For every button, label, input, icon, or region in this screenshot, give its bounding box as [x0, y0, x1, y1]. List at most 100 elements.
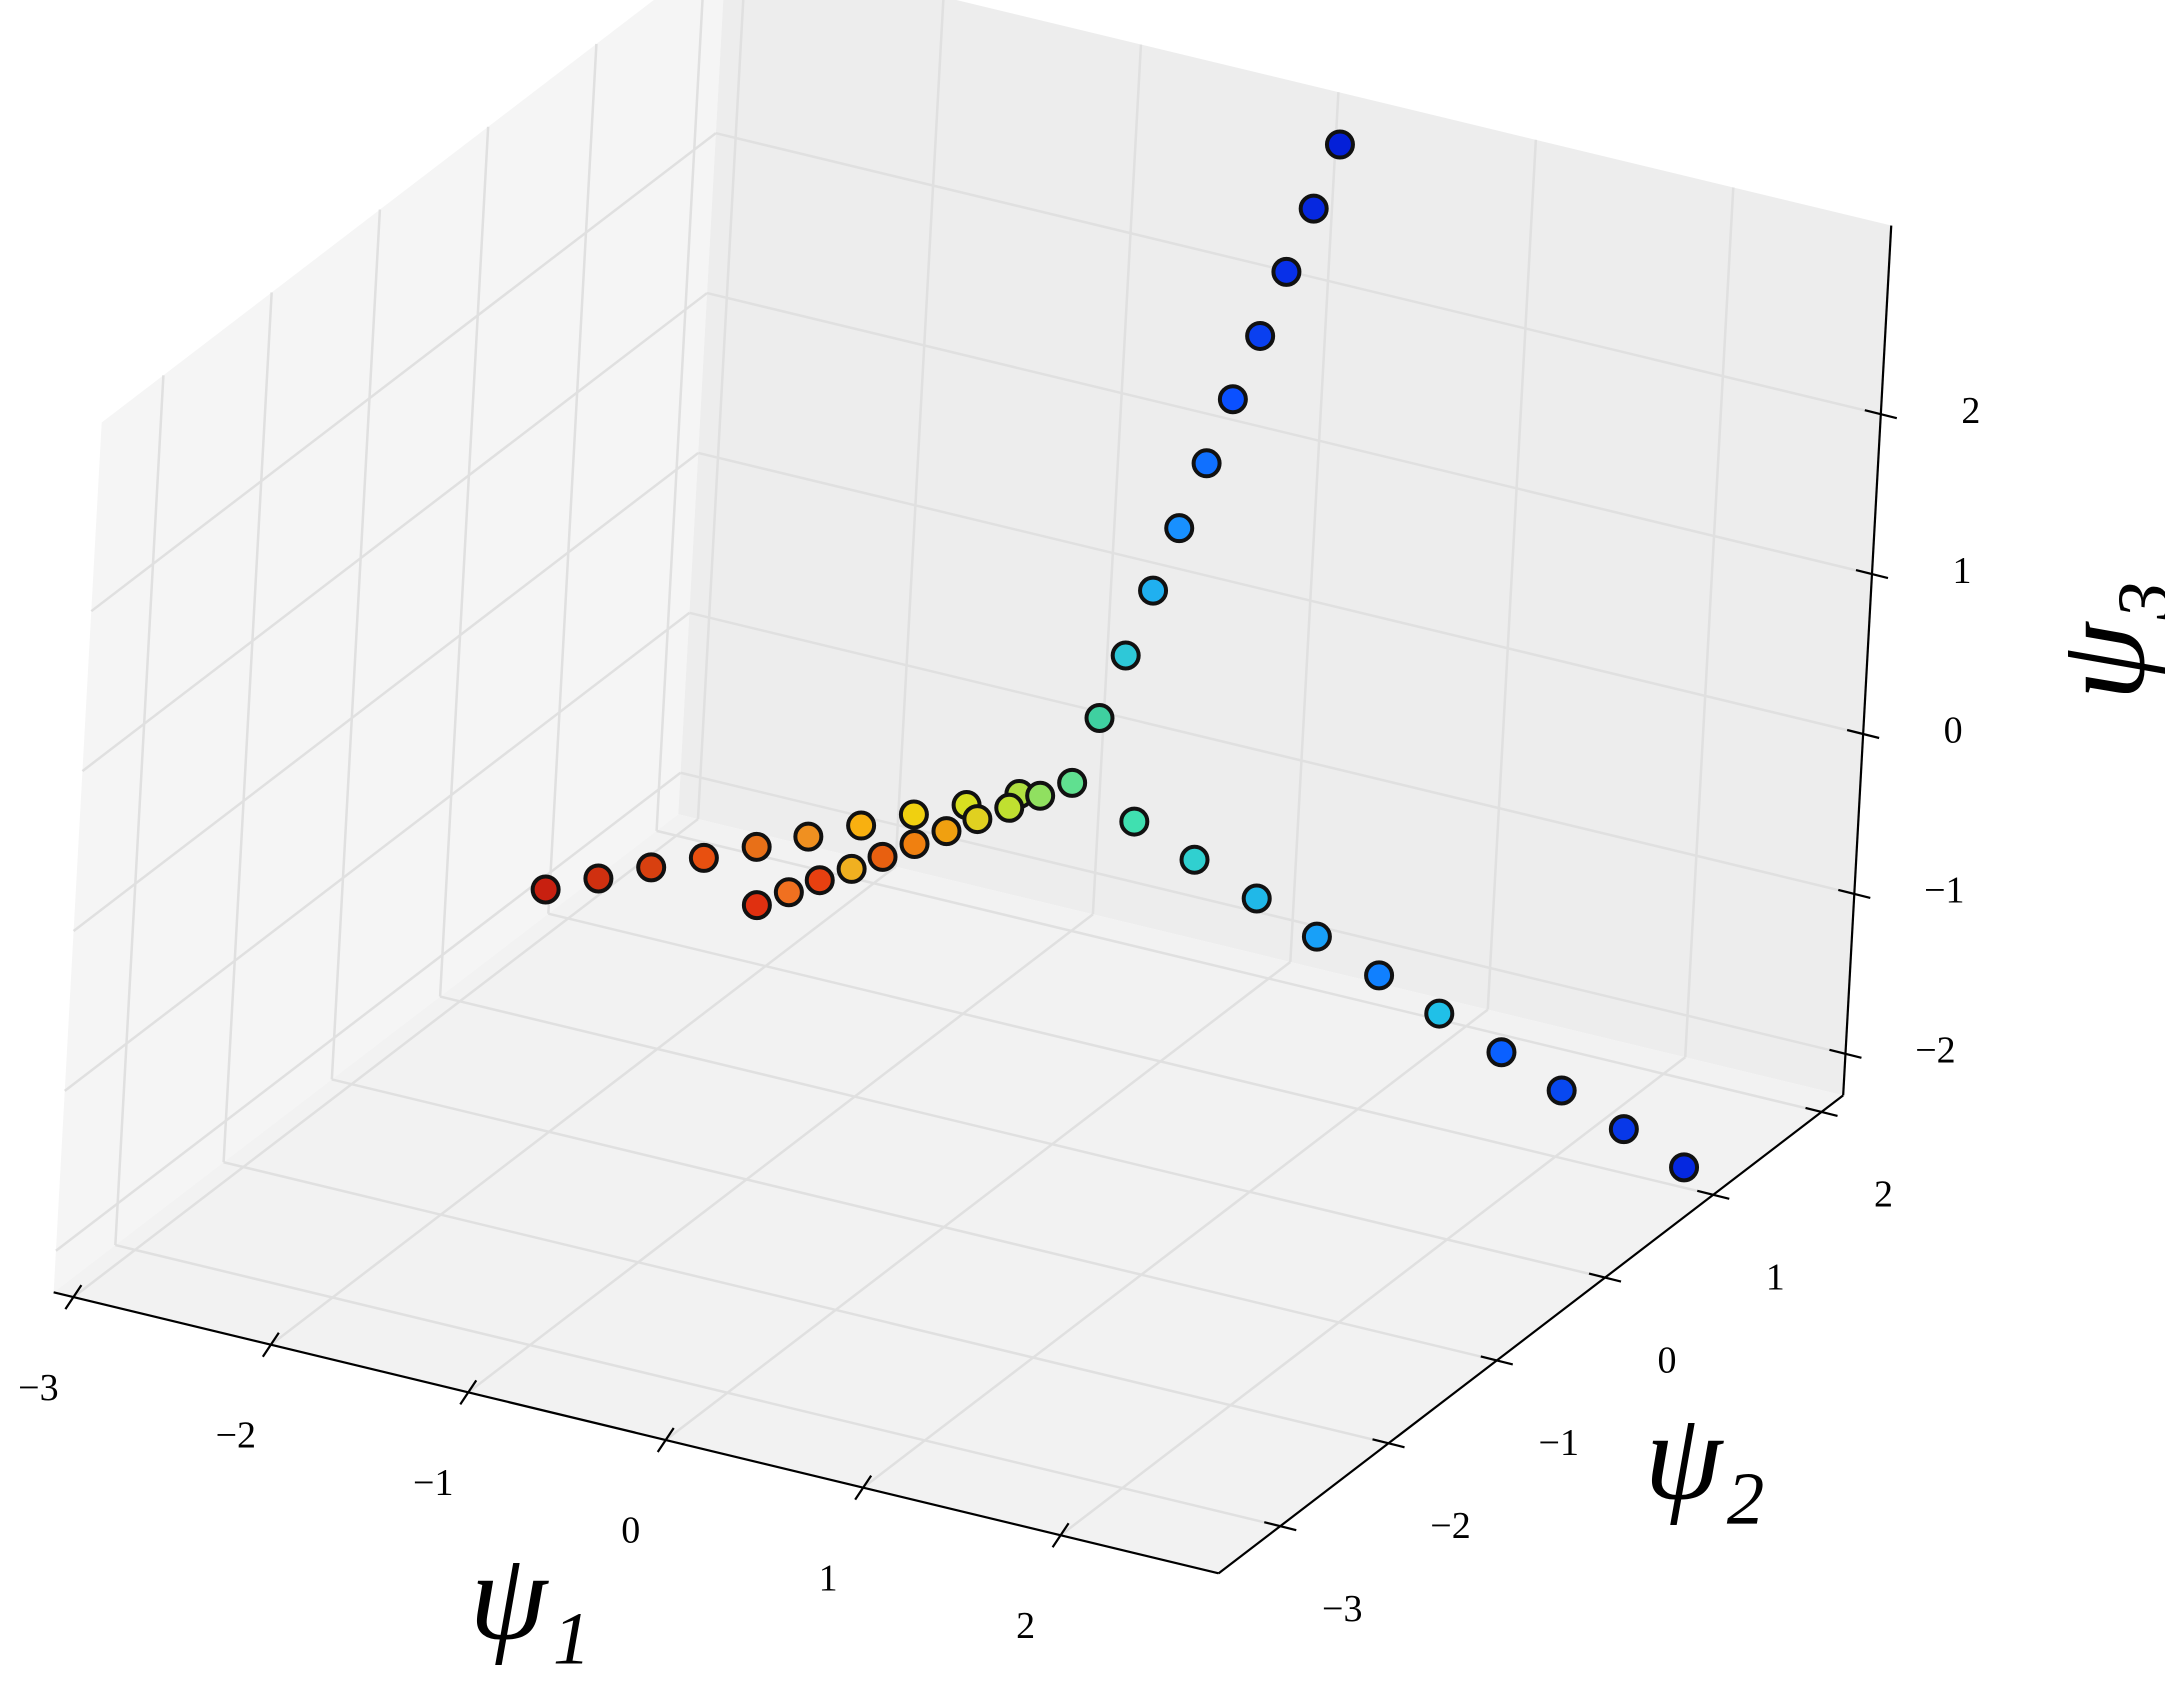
x-axis-line	[53, 1291, 1219, 1575]
x-tick-label: −1	[413, 1462, 453, 1504]
axes: −3 −2 −1 0 1 2 −3 −2 −1 0 1 2 −2 −1 0 1 2	[18, 225, 1980, 1647]
z-tick-label: 1	[1952, 550, 1971, 592]
x-tick-label: −3	[18, 1367, 58, 1409]
grid-line	[72, 451, 699, 932]
point	[1608, 1114, 1639, 1145]
grid-line	[115, 1243, 1281, 1528]
point	[1271, 256, 1302, 287]
grid-line	[1091, 44, 1143, 915]
point	[846, 810, 877, 841]
grid-line	[894, 0, 945, 867]
point	[1057, 767, 1088, 798]
point	[583, 863, 614, 894]
y-tick-label: −2	[1430, 1505, 1470, 1547]
tick-mark	[1829, 1048, 1862, 1059]
grid-line	[114, 375, 165, 1246]
point	[931, 816, 962, 847]
tick-mark	[656, 1427, 675, 1453]
point	[1364, 960, 1395, 991]
point	[741, 831, 772, 862]
point	[1191, 448, 1222, 479]
point	[793, 821, 824, 852]
grid-line	[439, 995, 1606, 1279]
pane-floor	[53, 814, 1844, 1574]
point	[1298, 193, 1329, 224]
grid-line	[655, 0, 704, 831]
x-tick-label: 2	[1016, 1605, 1035, 1647]
y-tick-label: 2	[1874, 1174, 1893, 1216]
point	[804, 865, 835, 896]
point	[636, 852, 667, 883]
grid-line	[64, 611, 691, 1092]
grid-line	[223, 1161, 1389, 1445]
grid-line	[706, 291, 1873, 576]
point	[1301, 921, 1332, 952]
tick-mark	[1588, 1272, 1622, 1283]
y-tick-label: 0	[1658, 1339, 1677, 1381]
point	[1486, 1037, 1517, 1068]
point	[1669, 1152, 1700, 1183]
grid-line	[1289, 92, 1340, 963]
grid-line	[696, 0, 745, 820]
grid-line	[1683, 187, 1735, 1058]
grid-line	[438, 126, 490, 997]
point	[688, 842, 719, 873]
z-axis-label: ψ₃	[2034, 579, 2165, 700]
point	[1424, 998, 1455, 1029]
grid-line	[330, 209, 382, 1080]
x-tick-label: −2	[216, 1414, 256, 1456]
tick-mark	[1838, 888, 1871, 899]
z-tick-label: 2	[1961, 390, 1980, 432]
z-tick-label: −1	[1924, 870, 1964, 912]
point	[867, 841, 898, 872]
point	[773, 877, 804, 908]
x-axis-label: ψ₁	[469, 1529, 590, 1667]
point	[994, 792, 1025, 823]
z-tick-label: 0	[1944, 710, 1963, 752]
point	[1546, 1075, 1577, 1106]
grid-line	[1059, 1056, 1686, 1537]
y-tick-label: 1	[1766, 1256, 1785, 1298]
tick-mark	[261, 1332, 280, 1358]
tick-mark	[1372, 1438, 1405, 1449]
points	[530, 129, 1700, 1183]
grid-line	[547, 43, 598, 914]
point	[1245, 320, 1276, 351]
point	[741, 890, 772, 921]
grid-line	[467, 913, 1094, 1394]
grid-line	[222, 292, 273, 1163]
grid-line	[81, 292, 708, 773]
grid-line	[90, 132, 717, 613]
point	[1119, 806, 1150, 837]
point	[1217, 384, 1248, 415]
pane-left	[53, 0, 724, 1293]
z-tick-label: −2	[1915, 1029, 1955, 1071]
tick-mark	[1805, 1106, 1838, 1117]
grid-line	[72, 818, 699, 1299]
point	[898, 799, 929, 830]
grid-line	[664, 960, 1292, 1441]
tick-mark	[1480, 1355, 1514, 1366]
grid-line	[862, 1008, 1489, 1489]
tick-mark	[1864, 409, 1898, 420]
grid-line	[697, 451, 1864, 736]
grid-line	[548, 912, 1714, 1196]
tick-mark	[459, 1379, 478, 1405]
y-axis-line	[1217, 1094, 1844, 1575]
point	[1241, 883, 1272, 914]
tick-mark	[1051, 1522, 1070, 1548]
tick-mark	[1697, 1189, 1730, 1200]
grid-line	[1486, 139, 1538, 1010]
z-axis-line	[1842, 225, 1893, 1096]
point	[1179, 844, 1210, 875]
point	[1084, 702, 1115, 733]
point	[962, 804, 993, 835]
grid-line	[55, 771, 682, 1252]
point	[1138, 575, 1169, 606]
grid-line	[270, 865, 897, 1346]
y-tick-label: −3	[1322, 1588, 1362, 1630]
tick-mark	[1855, 569, 1889, 580]
point	[530, 874, 561, 905]
